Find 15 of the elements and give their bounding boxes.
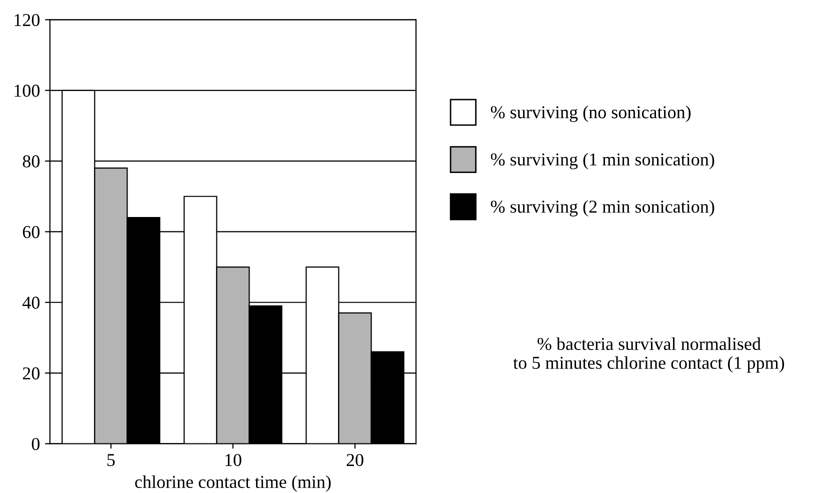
y-tick-label: 20 <box>22 367 40 380</box>
y-tick-label: 0 <box>32 438 40 450</box>
legend-label: % surviving (2 min sonication) <box>490 200 714 216</box>
x-tick-label: 20 <box>346 454 364 466</box>
legend-label: % surviving (no sonication) <box>490 106 691 122</box>
x-axis-title: chlorine contact time (min) <box>135 475 331 492</box>
text: % bacteria survival normalised to 5 minutes chlorine contact (1 ppm) <box>513 337 784 373</box>
x-tick-label: 10 <box>226 454 242 466</box>
y-tick-label: 60 <box>22 226 40 238</box>
y-tick-label: 40 <box>22 296 40 309</box>
x-tick-label: 5 <box>107 454 115 466</box>
y-tick-label: 120 <box>14 14 40 26</box>
y-tick-label: 100 <box>14 84 40 97</box>
legend-label: % surviving (1 min sonication) <box>490 152 714 170</box>
y-tick-label: 80 <box>22 155 40 168</box>
